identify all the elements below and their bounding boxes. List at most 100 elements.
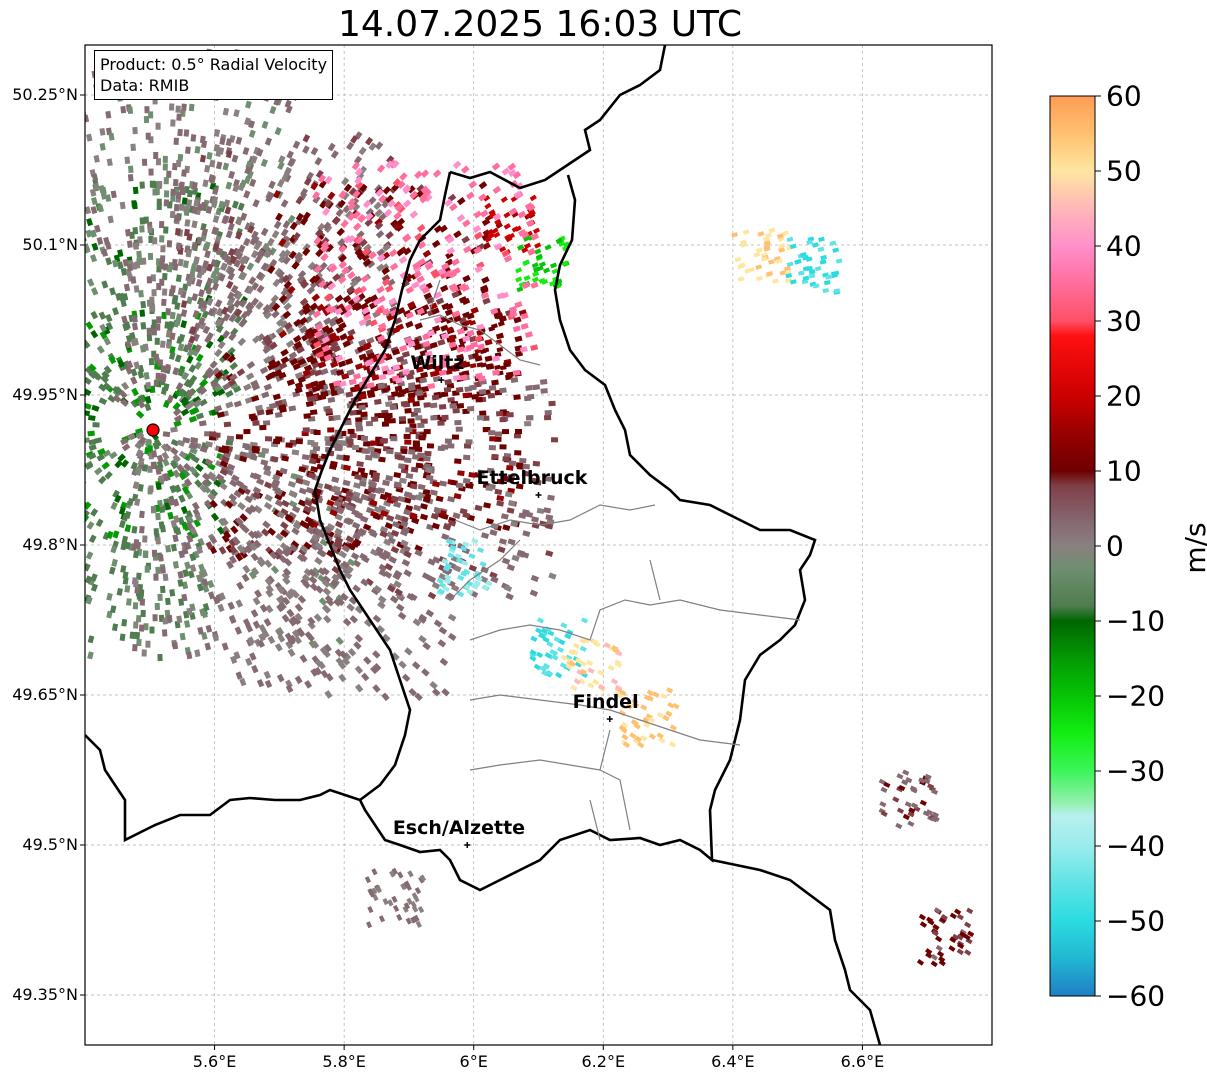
velocity-pixel	[266, 575, 275, 584]
velocity-pixel	[120, 437, 129, 446]
velocity-pixel	[234, 291, 243, 301]
velocity-pixel	[360, 411, 368, 418]
velocity-pixel	[619, 689, 627, 697]
velocity-pixel	[919, 799, 927, 807]
velocity-pixel	[489, 436, 497, 442]
velocity-pixel	[362, 199, 372, 209]
velocity-pixel	[378, 322, 387, 331]
velocity-pixel	[295, 212, 304, 222]
velocity-pixel	[476, 415, 485, 421]
velocity-pixel	[372, 513, 382, 521]
velocity-pixel	[323, 293, 333, 302]
velocity-pixel	[250, 379, 259, 388]
velocity-pixel	[473, 210, 482, 219]
velocity-pixel	[550, 262, 558, 269]
velocity-pixel	[171, 258, 178, 267]
velocity-pixel	[35, 459, 43, 466]
velocity-pixel	[613, 690, 622, 698]
velocity-pixel	[119, 633, 126, 642]
velocity-pixel	[501, 557, 511, 565]
velocity-pixel	[127, 174, 134, 182]
velocity-pixel	[184, 561, 191, 570]
velocity-pixel	[186, 515, 194, 525]
velocity-pixel	[442, 565, 450, 572]
velocity-pixel	[173, 414, 183, 423]
velocity-pixel	[219, 137, 226, 146]
velocity-pixel	[106, 158, 113, 167]
velocity-pixel	[74, 154, 81, 162]
velocity-pixel	[45, 643, 52, 651]
velocity-pixel	[209, 488, 219, 498]
velocity-pixel	[468, 553, 476, 559]
velocity-pixel	[213, 384, 223, 393]
velocity-pixel	[503, 223, 511, 230]
velocity-pixel	[403, 309, 412, 318]
velocity-pixel	[625, 703, 633, 710]
radar-site-marker[interactable]	[146, 423, 160, 437]
velocity-pixel	[496, 347, 504, 353]
velocity-pixel	[265, 409, 274, 416]
velocity-pixel	[439, 284, 449, 293]
velocity-pixel	[296, 627, 305, 636]
velocity-pixel	[201, 310, 209, 319]
velocity-pixel	[39, 406, 47, 412]
velocity-pixel	[139, 510, 145, 519]
velocity-pixel	[227, 346, 236, 356]
velocity-pixel	[38, 194, 46, 202]
velocity-pixel	[753, 251, 761, 258]
velocity-pixel	[228, 170, 236, 179]
velocity-pixel	[153, 152, 159, 159]
velocity-pixel	[957, 942, 965, 950]
velocity-pixel	[320, 368, 329, 376]
velocity-pixel	[835, 258, 843, 264]
velocity-pixel	[484, 202, 492, 210]
velocity-pixel	[65, 485, 74, 493]
velocity-pixel	[204, 458, 214, 467]
velocity-pixel	[471, 538, 479, 544]
velocity-pixel	[169, 311, 176, 320]
velocity-pixel	[352, 532, 361, 541]
velocity-pixel	[332, 485, 341, 493]
velocity-pixel	[489, 529, 498, 537]
velocity-pixel	[444, 308, 454, 317]
velocity-pixel	[429, 489, 438, 496]
velocity-pixel	[396, 248, 405, 257]
velocity-pixel	[189, 326, 197, 335]
velocity-pixel	[459, 374, 468, 381]
velocity-pixel	[169, 210, 176, 219]
velocity-pixel	[397, 611, 407, 620]
velocity-pixel	[57, 630, 64, 638]
map-title: 14.07.2025 16:03 UTC	[337, 4, 743, 45]
velocity-pixel	[415, 462, 424, 469]
velocity-pixel	[222, 162, 230, 171]
velocity-pixel	[0, 460, 3, 466]
velocity-pixel	[455, 386, 464, 393]
velocity-pixel	[36, 593, 44, 602]
velocity-pixel	[135, 448, 144, 458]
velocity-pixel	[413, 895, 420, 903]
velocity-pixel	[227, 354, 236, 364]
velocity-pixel	[331, 573, 341, 582]
velocity-pixel	[431, 581, 441, 590]
velocity-pixel	[21, 319, 30, 327]
velocity-pixel	[283, 280, 292, 290]
velocity-pixel	[177, 287, 184, 296]
velocity-pixel	[363, 258, 372, 267]
velocity-pixel	[244, 117, 251, 126]
velocity-pixel	[400, 539, 409, 547]
velocity-pixel	[149, 385, 156, 394]
velocity-pixel	[462, 454, 471, 461]
velocity-pixel	[120, 565, 127, 573]
velocity-pixel	[538, 261, 546, 268]
velocity-pixel	[76, 614, 83, 622]
velocity-pixel	[108, 566, 116, 575]
velocity-pixel	[411, 661, 421, 670]
velocity-pixel	[245, 100, 252, 109]
velocity-pixel	[308, 458, 317, 465]
velocity-pixel	[157, 359, 164, 367]
velocity-pixel	[178, 333, 186, 342]
velocity-pixel	[42, 416, 49, 422]
velocity-pixel	[451, 258, 460, 266]
colorbar-tick-label: −50	[1106, 904, 1166, 938]
